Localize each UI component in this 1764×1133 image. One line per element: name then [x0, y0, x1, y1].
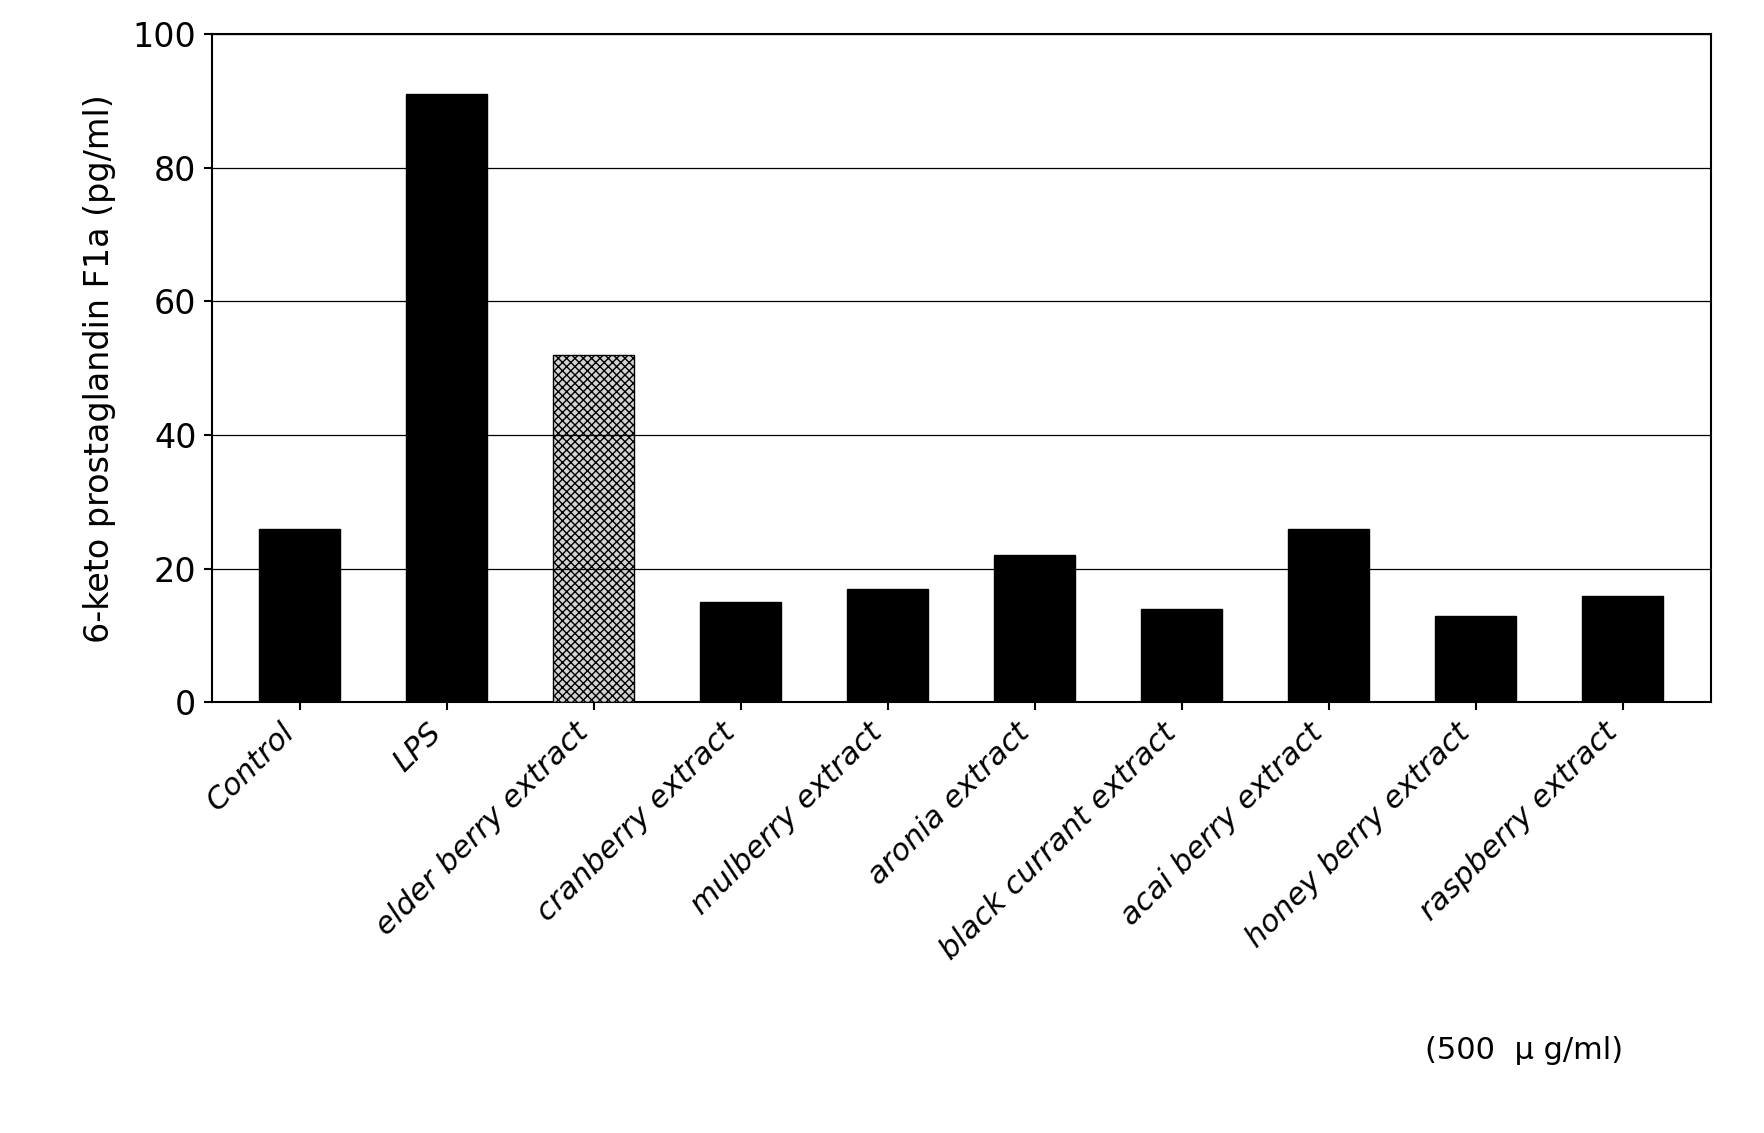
Bar [700, 602, 781, 702]
Bar [1582, 596, 1663, 702]
Bar [554, 355, 635, 702]
Bar [847, 589, 928, 702]
Bar [259, 529, 340, 702]
Text: (500  μ g/ml): (500 μ g/ml) [1425, 1036, 1623, 1065]
Bar [406, 94, 487, 702]
Bar [1288, 529, 1369, 702]
Bar [1141, 608, 1222, 702]
Bar [1436, 615, 1517, 702]
Y-axis label: 6-keto prostaglandin F1a (pg/ml): 6-keto prostaglandin F1a (pg/ml) [83, 94, 116, 642]
Bar [995, 555, 1076, 702]
